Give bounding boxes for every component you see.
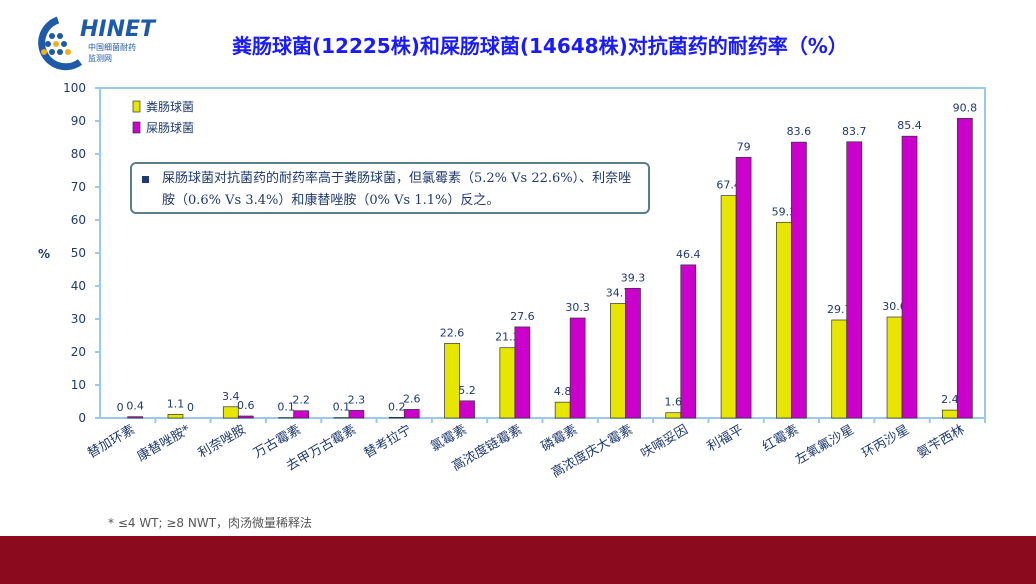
bar-faecium	[901, 135, 918, 419]
data-label: 0.6	[237, 399, 255, 412]
data-label: 83.7	[842, 125, 867, 138]
bar-faecalis	[167, 414, 184, 419]
legend-swatch	[132, 121, 141, 134]
y-tick-label: 60	[71, 213, 86, 227]
data-label: 5.2	[458, 384, 476, 397]
data-label: 39.3	[621, 271, 646, 284]
bar-faecium	[956, 118, 973, 419]
data-label: 2.2	[292, 394, 310, 407]
bar-faecium	[791, 141, 807, 419]
bar-faecalis	[776, 221, 792, 419]
legend-label: 屎肠球菌	[146, 121, 194, 135]
bar-faecalis	[941, 409, 958, 419]
bar-faecium	[127, 416, 144, 419]
data-label: 85.4	[897, 119, 922, 132]
bar-faecalis	[610, 303, 626, 419]
bar-faecium	[348, 410, 365, 419]
bar-faecium	[680, 264, 697, 419]
data-label: 0.4	[126, 400, 144, 413]
data-label: 1.1	[167, 397, 185, 410]
data-label: 2.6	[403, 392, 421, 405]
bar-faecium	[403, 409, 420, 419]
data-label: 90.8	[953, 101, 978, 114]
y-tick-label: 70	[71, 180, 86, 194]
x-tick-label: 康替唑胺*	[134, 421, 193, 464]
x-tick-label: 利福平	[705, 422, 746, 454]
y-tick-label: 0	[78, 411, 86, 425]
data-label: 0.1	[333, 401, 351, 414]
data-label: 79	[737, 140, 751, 153]
y-tick-label: 100	[63, 81, 86, 95]
data-label: 59.3	[772, 205, 797, 218]
y-tick-label: 20	[71, 345, 86, 359]
svg-text:监测网: 监测网	[88, 53, 112, 63]
data-label: 0	[187, 401, 194, 414]
chinet-logo: HINET 中国细菌耐药 监测网	[38, 16, 157, 71]
x-tick-label: 氯霉素	[428, 422, 469, 454]
data-label: 0.2	[388, 400, 406, 413]
data-label: 22.6	[440, 326, 465, 339]
data-label: 67.4	[716, 179, 741, 192]
data-label: 83.6	[787, 125, 812, 138]
bar-faecium	[293, 410, 309, 419]
x-tick-label: 红霉素	[760, 422, 802, 455]
x-tick-label: 环丙沙星	[859, 422, 912, 461]
data-label: 29.7	[827, 303, 852, 316]
legend-swatch	[132, 100, 141, 113]
x-tick-label: 呋喃妥因	[638, 422, 691, 461]
y-tick-label: 80	[71, 147, 86, 161]
data-label: 3.4	[222, 390, 240, 403]
x-tick-label: 氨苄西林	[915, 422, 968, 461]
bar-faecium	[569, 317, 586, 419]
svg-text:中国细菌耐药: 中国细菌耐药	[88, 42, 136, 52]
data-label: 2.4	[941, 393, 959, 406]
bar-faecium	[237, 415, 254, 419]
bar-faecium	[846, 141, 863, 419]
bar-faecalis	[886, 316, 903, 419]
bar-faecalis	[665, 412, 682, 419]
data-label: 21.3	[495, 331, 520, 344]
x-tick-label: 替加环素	[85, 422, 138, 461]
bar-faecalis	[388, 416, 405, 419]
chart-title: 粪肠球菌(12225株)和屎肠球菌(14648株)对抗菌药的耐药率（%）	[232, 34, 848, 58]
annotation-text: 屎肠球菌对抗菌药的耐药率高于粪肠球菌，但氯霉素（5.2% Vs 22.6%）、利…	[162, 171, 632, 208]
x-tick-label: 磷霉素	[539, 422, 580, 454]
y-axis-label: %	[38, 247, 50, 261]
data-label: 27.6	[510, 310, 535, 323]
bar-faecium	[459, 400, 475, 419]
data-label: 1.6	[665, 396, 683, 409]
data-label: 46.4	[676, 248, 701, 261]
footer-band	[0, 536, 1036, 584]
bar-faecalis	[831, 319, 848, 419]
svg-text:HINET: HINET	[80, 17, 157, 42]
bar-faecalis	[554, 401, 571, 419]
bullet-icon	[142, 176, 149, 183]
data-label: 2.3	[348, 393, 366, 406]
data-label: 30.6	[882, 300, 907, 313]
bar-faecalis	[720, 195, 737, 419]
bar-faecalis	[222, 406, 239, 419]
bar-faecium	[514, 326, 531, 419]
data-label: 0	[117, 401, 124, 414]
y-tick-label: 50	[71, 246, 86, 260]
footnote: * ≤4 WT; ≥8 NWT，肉汤微量稀释法	[108, 516, 313, 530]
bar-faecalis	[444, 343, 460, 419]
x-tick-label: 左氧氟沙星	[793, 422, 857, 467]
bar-faecium	[625, 287, 641, 419]
data-label: 4.8	[554, 385, 572, 398]
y-tick-label: 90	[71, 114, 86, 128]
annotation-box: 屎肠球菌对抗菌药的耐药率高于粪肠球菌，但氯霉素（5.2% Vs 22.6%）、利…	[130, 162, 650, 214]
y-tick-label: 40	[71, 279, 86, 293]
y-tick-label: 10	[71, 378, 86, 392]
y-tick-label: 30	[71, 312, 86, 326]
data-label: 30.3	[565, 301, 590, 314]
bar-faecalis	[499, 347, 516, 419]
x-tick-label: 利奈唑胺	[195, 422, 248, 462]
legend-label: 粪肠球菌	[146, 100, 194, 114]
data-label: 34.7	[606, 286, 631, 299]
data-label: 0.1	[277, 401, 295, 414]
x-tick-label: 替考拉宁	[361, 422, 414, 462]
bar-faecium	[735, 156, 752, 419]
